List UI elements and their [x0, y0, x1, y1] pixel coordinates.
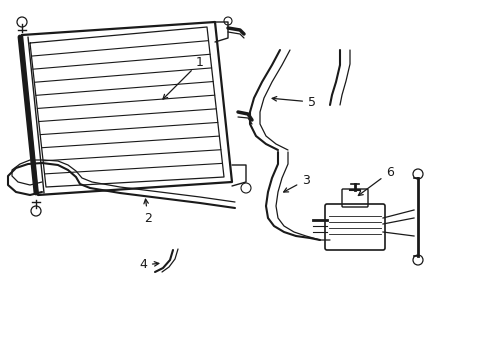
Text: 6: 6	[358, 166, 393, 195]
Text: 5: 5	[272, 95, 315, 108]
Text: 2: 2	[143, 199, 152, 225]
Text: 1: 1	[163, 55, 203, 99]
Text: 4: 4	[139, 258, 159, 271]
Text: 3: 3	[283, 174, 309, 192]
